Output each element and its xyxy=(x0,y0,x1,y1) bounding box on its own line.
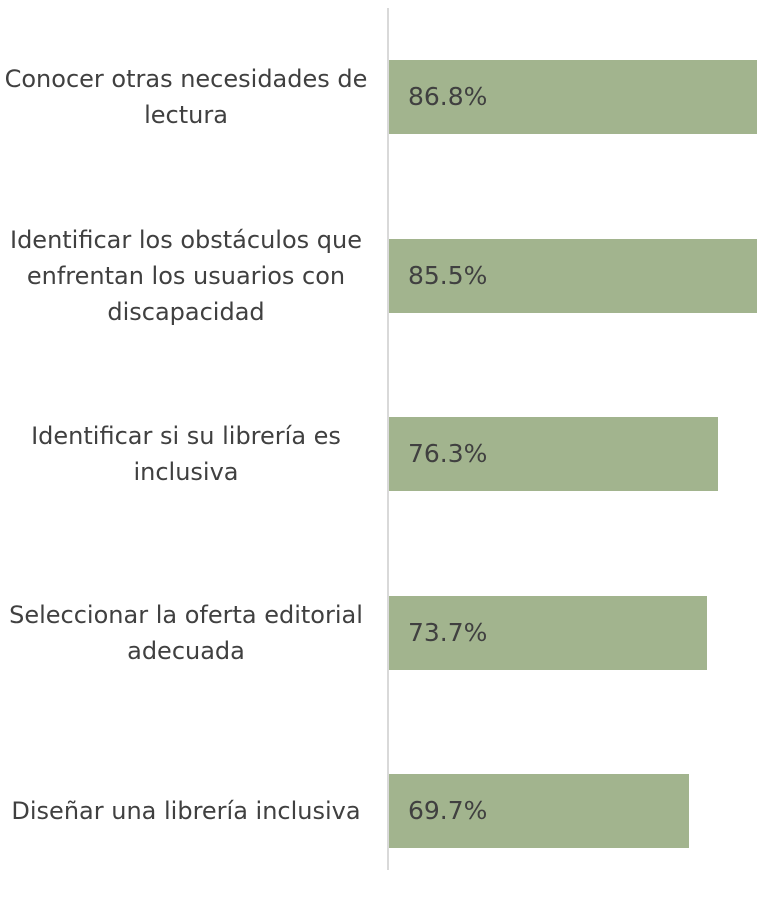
category-label: Identificar si su librería es inclusiva xyxy=(31,422,341,486)
category-label: Identificar los obstáculos que enfrentan… xyxy=(9,225,362,326)
category-label: Seleccionar la oferta editorial adecuada xyxy=(9,600,363,665)
category-label: Diseñar una librería inclusiva xyxy=(11,797,361,825)
value-label: 69.7% xyxy=(408,796,488,825)
value-label: 76.3% xyxy=(408,439,488,468)
bar xyxy=(389,238,757,313)
value-label: 73.7% xyxy=(408,617,488,647)
category-label: Conocer otras necesidades de lectura xyxy=(4,65,368,129)
bar xyxy=(389,417,718,491)
bar xyxy=(389,774,690,848)
value-label: 86.8% xyxy=(408,82,488,111)
axis-line xyxy=(387,8,389,870)
value-label: 85.5% xyxy=(408,260,488,290)
bar xyxy=(389,60,757,134)
bar xyxy=(389,595,707,670)
